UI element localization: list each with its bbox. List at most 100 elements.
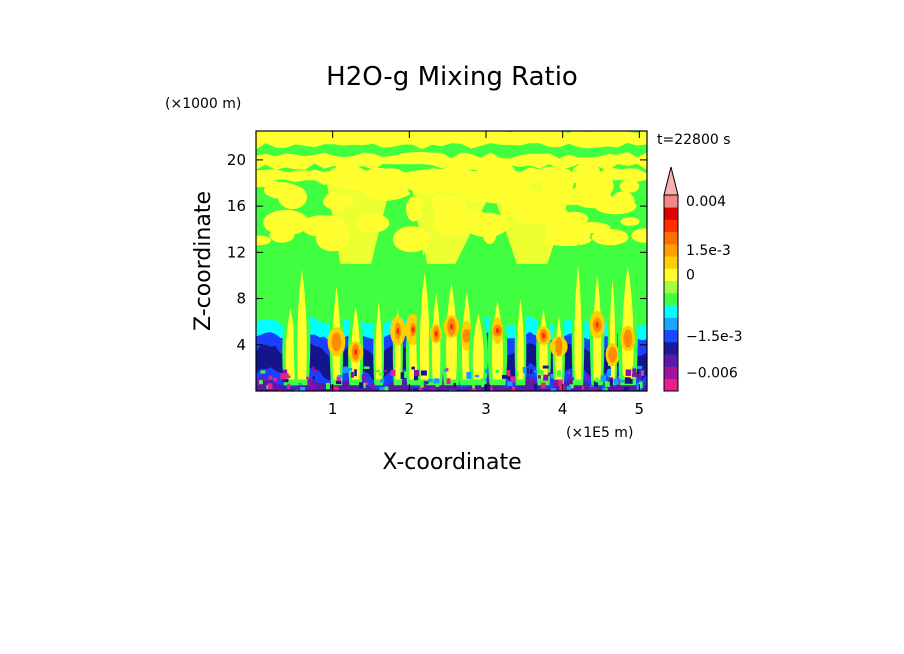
plume-max <box>434 330 438 337</box>
surface-noise <box>273 377 278 382</box>
surface-noise <box>608 366 612 373</box>
y-tick-label: 12 <box>227 243 246 261</box>
moist-patch <box>617 168 643 178</box>
surface-noise <box>383 369 388 373</box>
surface-noise <box>353 390 358 391</box>
surface-noise <box>418 388 423 391</box>
y-axis-label: Z-coordinate <box>191 191 216 331</box>
plume-core <box>375 301 382 380</box>
plume-core <box>622 265 634 380</box>
surface-noise <box>530 369 533 374</box>
surface-noise <box>413 388 419 391</box>
surface-noise <box>453 382 457 387</box>
x-unit-label: (×1E5 m) <box>566 425 633 441</box>
plume-moist-core <box>608 346 617 363</box>
plume-core <box>285 307 296 380</box>
surface-noise <box>429 386 436 391</box>
surface-noise <box>516 372 519 377</box>
surface-noise <box>287 383 290 390</box>
surface-noise <box>481 381 485 388</box>
surface-noise <box>537 375 542 379</box>
surface-noise <box>641 370 644 376</box>
surface-noise <box>609 379 613 386</box>
surface-noise <box>337 374 343 378</box>
surface-noise <box>445 367 449 372</box>
moist-patch <box>591 229 629 246</box>
surface-noise <box>384 386 389 391</box>
moist-patch <box>482 223 497 244</box>
colorbar-swatch <box>664 219 678 233</box>
surface-noise <box>500 388 504 391</box>
surface-noise <box>512 386 516 391</box>
plume-moist-core <box>331 332 342 352</box>
surface-noise <box>262 376 266 381</box>
surface-noise <box>548 372 551 376</box>
colorbar-swatch <box>664 305 678 318</box>
plume-core <box>574 264 582 380</box>
surface-noise <box>451 389 456 391</box>
y-tick-label: 16 <box>227 197 246 215</box>
colorbar-label: 0 <box>686 268 695 284</box>
surface-noise <box>420 370 427 376</box>
surface-noise <box>347 367 353 371</box>
x-tick-label: 3 <box>481 400 491 418</box>
surface-noise <box>471 388 476 391</box>
surface-noise <box>425 381 429 384</box>
surface-noise <box>530 376 533 384</box>
colorbar-swatch <box>664 378 678 392</box>
colorbar-swatch <box>664 231 678 245</box>
surface-noise <box>581 385 585 390</box>
colorbar-label: −1.5e-3 <box>686 329 743 345</box>
surface-noise <box>617 381 621 385</box>
moist-patch <box>256 178 279 188</box>
surface-noise <box>374 370 381 373</box>
surface-noise <box>472 383 475 390</box>
surface-noise <box>600 375 607 382</box>
surface-noise <box>569 384 574 389</box>
surface-noise <box>311 369 318 372</box>
surface-noise <box>631 373 638 377</box>
surface-noise <box>280 373 287 380</box>
surface-noise <box>413 375 419 381</box>
colorbar-swatch <box>664 268 678 282</box>
colorbar-swatch <box>664 280 678 294</box>
moist-wedge <box>486 171 578 264</box>
colorbar: 0.004 1.5e-3 0 −1.5e-3 −0.006 <box>663 166 743 392</box>
surface-noise <box>484 368 488 374</box>
colorbar-frame <box>663 194 679 392</box>
surface-noise <box>257 379 263 385</box>
plume-core <box>472 313 484 380</box>
moist-patch <box>263 209 310 236</box>
plot-frame <box>255 130 648 392</box>
colorbar-swatch <box>664 207 678 220</box>
plume-max <box>411 326 415 333</box>
surface-noise <box>618 376 625 379</box>
surface-noise <box>354 369 357 377</box>
surface-noise <box>542 365 549 369</box>
surface-noise <box>510 376 516 383</box>
surface-noise <box>605 387 608 391</box>
moist-patch <box>584 188 611 204</box>
surface-noise <box>298 382 302 385</box>
surface-noise <box>482 377 485 384</box>
surface-noise <box>333 386 339 391</box>
surface-noise <box>541 382 546 389</box>
surface-noise <box>336 376 341 383</box>
surface-noise <box>310 384 316 389</box>
moist-patch <box>572 222 611 234</box>
surface-noise <box>350 371 354 378</box>
surface-noise <box>488 386 493 391</box>
colorbar-swatch <box>664 317 678 331</box>
surface-noise <box>559 383 565 391</box>
colorbar-swatch <box>664 329 678 343</box>
surface-noise <box>410 380 414 385</box>
surface-noise <box>604 381 610 388</box>
colorbar-overflow-arrow <box>663 166 679 196</box>
surface-noise <box>428 378 433 383</box>
surface-noise <box>602 387 606 391</box>
colorbar-swatch <box>664 366 678 380</box>
surface-noise <box>306 376 311 379</box>
surface-noise <box>567 371 570 374</box>
plume-max <box>450 323 453 330</box>
surface-noise <box>390 369 396 377</box>
